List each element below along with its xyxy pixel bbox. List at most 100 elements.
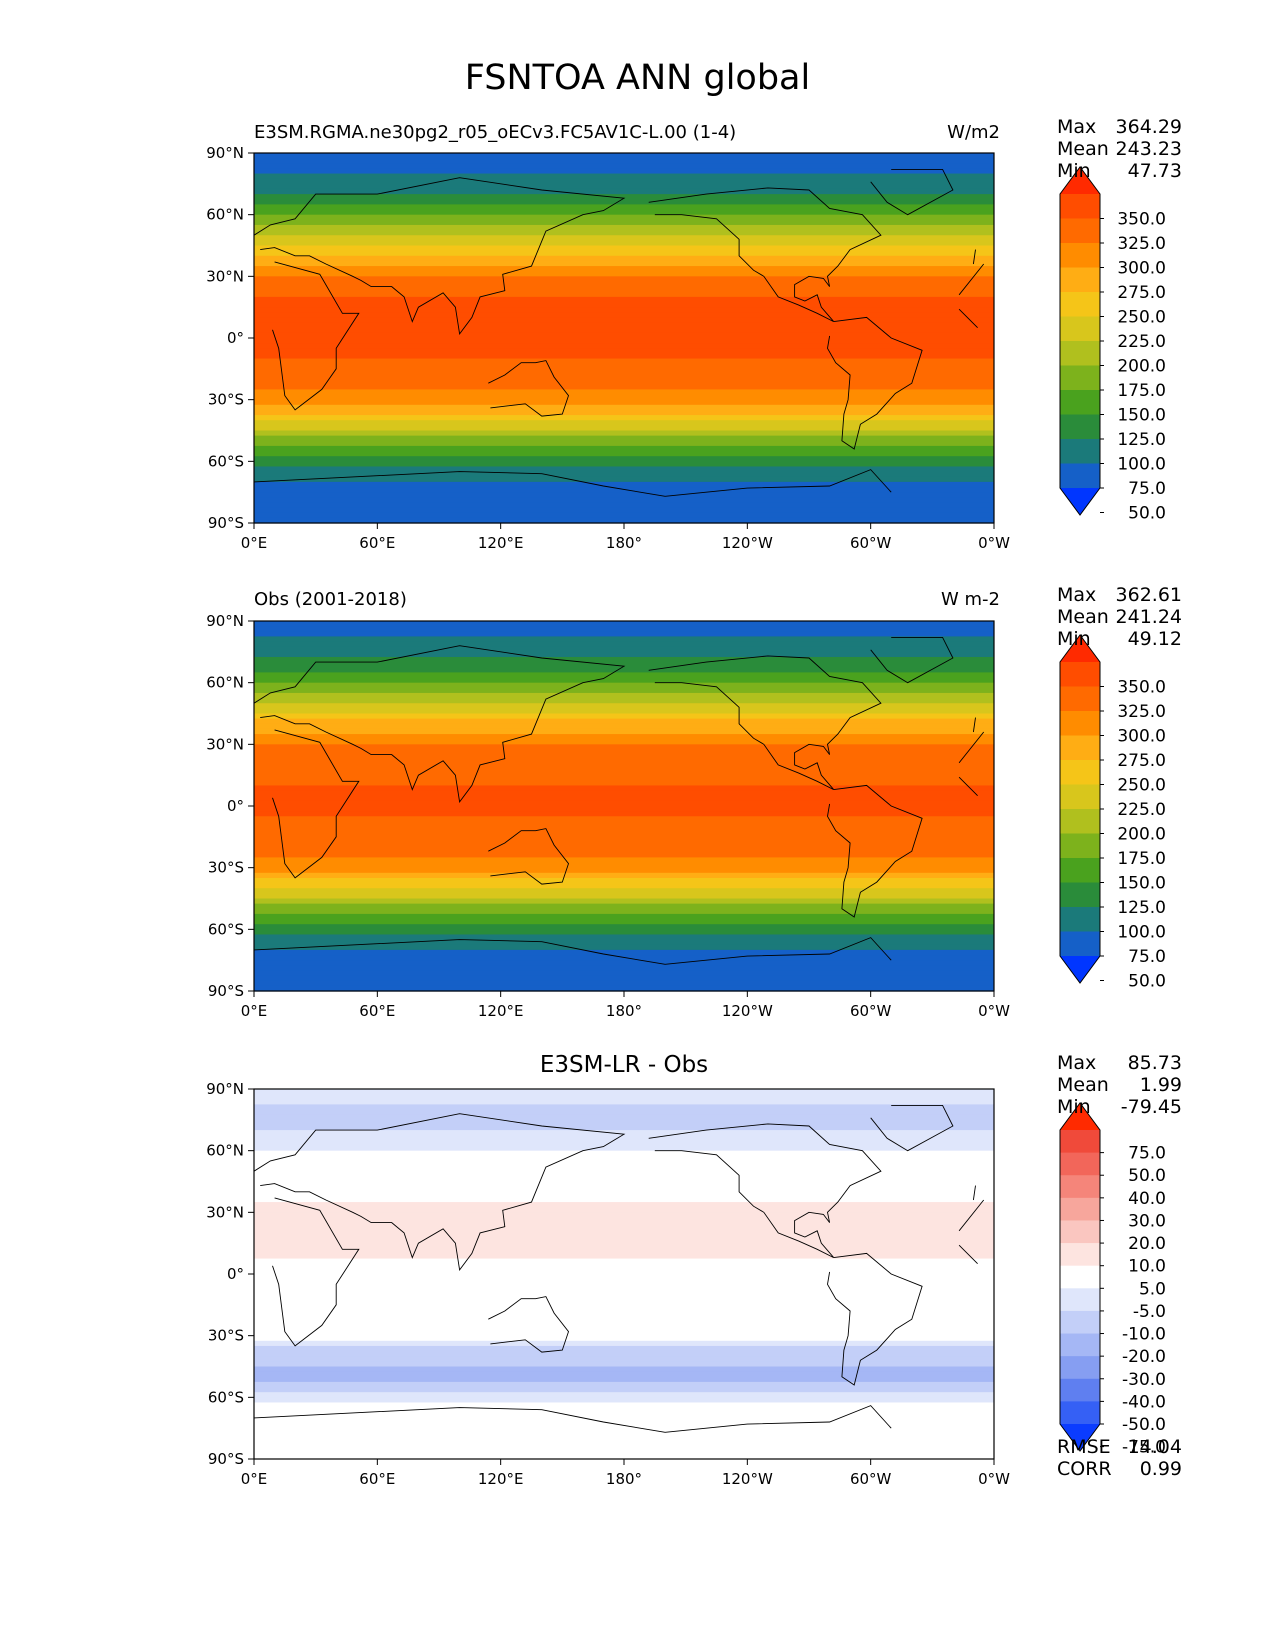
- zonal-band: [254, 1428, 994, 1434]
- colorbar-box: [1060, 931, 1100, 957]
- zonal-band: [254, 872, 994, 879]
- colorbar-box: [1060, 1152, 1100, 1176]
- zonal-band: [254, 1423, 994, 1429]
- coastline: [870, 636, 954, 684]
- panel-3-colorbar: 75.050.0 40.030.0 20.0 10.05.0 -5.0 -10.0-20.…: [1059, 1102, 1166, 1458]
- panel-1-mean: 243.23: [1115, 138, 1182, 160]
- coastline: [253, 937, 892, 965]
- zonal-band: [254, 409, 994, 416]
- colorbar-extend-min: [1060, 956, 1100, 983]
- colorbar-tick-label: 125.0: [1117, 430, 1166, 450]
- zonal-band: [254, 476, 994, 483]
- zonal-band: [254, 1130, 994, 1136]
- colorbar-box: [1060, 686, 1100, 712]
- y-tick-label: 60°N: [206, 1142, 244, 1160]
- zonal-band: [254, 266, 994, 272]
- zonal-band: [254, 970, 994, 977]
- colorbar-box: [1060, 341, 1100, 366]
- zonal-band: [254, 1402, 994, 1409]
- zonal-band: [254, 240, 994, 247]
- zonal-band: [254, 353, 994, 360]
- colorbar-extend-max: [1060, 167, 1100, 194]
- panel-2-stats: Max 362.61 Mean 241.24 Min 49.12: [1057, 584, 1182, 650]
- colorbar-box: [1060, 907, 1100, 932]
- zonal-band: [254, 862, 994, 869]
- zonal-band: [254, 1243, 994, 1249]
- zonal-band: [254, 1176, 994, 1183]
- zonal-band: [254, 1238, 994, 1244]
- zonal-band: [254, 219, 994, 226]
- zonal-band: [254, 1135, 994, 1141]
- panel-3-metrics: RMSE 14.04 CORR 0.99: [1057, 1436, 1182, 1480]
- zonal-band: [254, 317, 994, 324]
- zonal-band: [254, 286, 994, 293]
- panel-2-title-left: Obs (2001-2018): [254, 589, 407, 610]
- panel-1-min: 47.73: [1127, 160, 1182, 182]
- zonal-band: [254, 955, 994, 961]
- zonal-band: [254, 692, 994, 699]
- zonal-band: [254, 621, 994, 627]
- colorbar-tick-label: 75.0: [1128, 479, 1166, 499]
- zonal-band: [254, 1181, 994, 1188]
- zonal-band: [254, 163, 994, 170]
- y-tick-label: 30°S: [208, 859, 244, 877]
- zonal-band: [254, 1263, 994, 1270]
- colorbar-tick-label: 200.0: [1117, 825, 1166, 845]
- colorbar-box: [1060, 833, 1100, 859]
- zonal-band: [254, 1289, 994, 1296]
- zonal-band: [254, 1104, 994, 1111]
- zonal-band: [254, 641, 994, 648]
- zonal-band: [254, 1253, 994, 1260]
- zonal-band: [254, 296, 994, 303]
- zonal-band: [254, 1412, 994, 1419]
- y-tick-label: 90°N: [206, 1080, 244, 1098]
- x-tick-label: 0°E: [241, 534, 268, 552]
- y-tick-label: 90°S: [208, 982, 244, 1000]
- zonal-band: [254, 795, 994, 802]
- zonal-band: [254, 1248, 994, 1255]
- zonal-band: [254, 461, 994, 468]
- x-tick-label: 120°E: [478, 1002, 524, 1020]
- colorbar-tick-label: 250.0: [1117, 308, 1166, 328]
- zonal-band: [254, 1356, 994, 1362]
- colorbar-box: [1060, 735, 1100, 761]
- zonal-band: [254, 883, 994, 889]
- zonal-band: [254, 1140, 994, 1147]
- zonal-band: [254, 363, 994, 370]
- zonal-band: [254, 975, 994, 982]
- zonal-band: [254, 841, 994, 848]
- zonal-band: [254, 857, 994, 864]
- zonal-band: [254, 708, 994, 715]
- zonal-band: [254, 1340, 994, 1347]
- x-tick-label: 60°W: [850, 534, 892, 552]
- y-tick-label: 90°S: [208, 1450, 244, 1468]
- zonal-band: [254, 831, 994, 838]
- zonal-band: [254, 373, 994, 380]
- zonal-band: [254, 1232, 994, 1239]
- zonal-band: [254, 1397, 994, 1404]
- x-tick-label: 0°W: [978, 1002, 1010, 1020]
- x-tick-label: 60°W: [850, 1470, 892, 1488]
- zonal-band: [254, 1299, 994, 1306]
- zonal-band: [254, 1166, 994, 1172]
- zonal-band: [254, 770, 994, 776]
- colorbar-tick-label: 150.0: [1117, 406, 1166, 426]
- colorbar-box: [1060, 809, 1100, 834]
- zonal-band: [254, 919, 994, 925]
- colorbar-tick-label: 300.0: [1117, 259, 1166, 279]
- zonal-band: [254, 389, 994, 396]
- zonal-band: [254, 1171, 994, 1177]
- zonal-band: [254, 811, 994, 817]
- coastline: [488, 828, 570, 885]
- y-tick-label: 30°N: [206, 1203, 244, 1221]
- zonal-band: [254, 235, 994, 241]
- colorbar-box: [1060, 784, 1100, 810]
- zonal-band: [254, 1387, 994, 1393]
- y-tick-label: 60°S: [208, 920, 244, 938]
- zonal-band: [254, 780, 994, 787]
- colorbar-box: [1060, 1220, 1100, 1244]
- zonal-band: [254, 1335, 994, 1342]
- panel-3-stats: Max 85.73 Mean 1.99 Min -79.45: [1057, 1052, 1182, 1118]
- zonal-band: [254, 1294, 994, 1301]
